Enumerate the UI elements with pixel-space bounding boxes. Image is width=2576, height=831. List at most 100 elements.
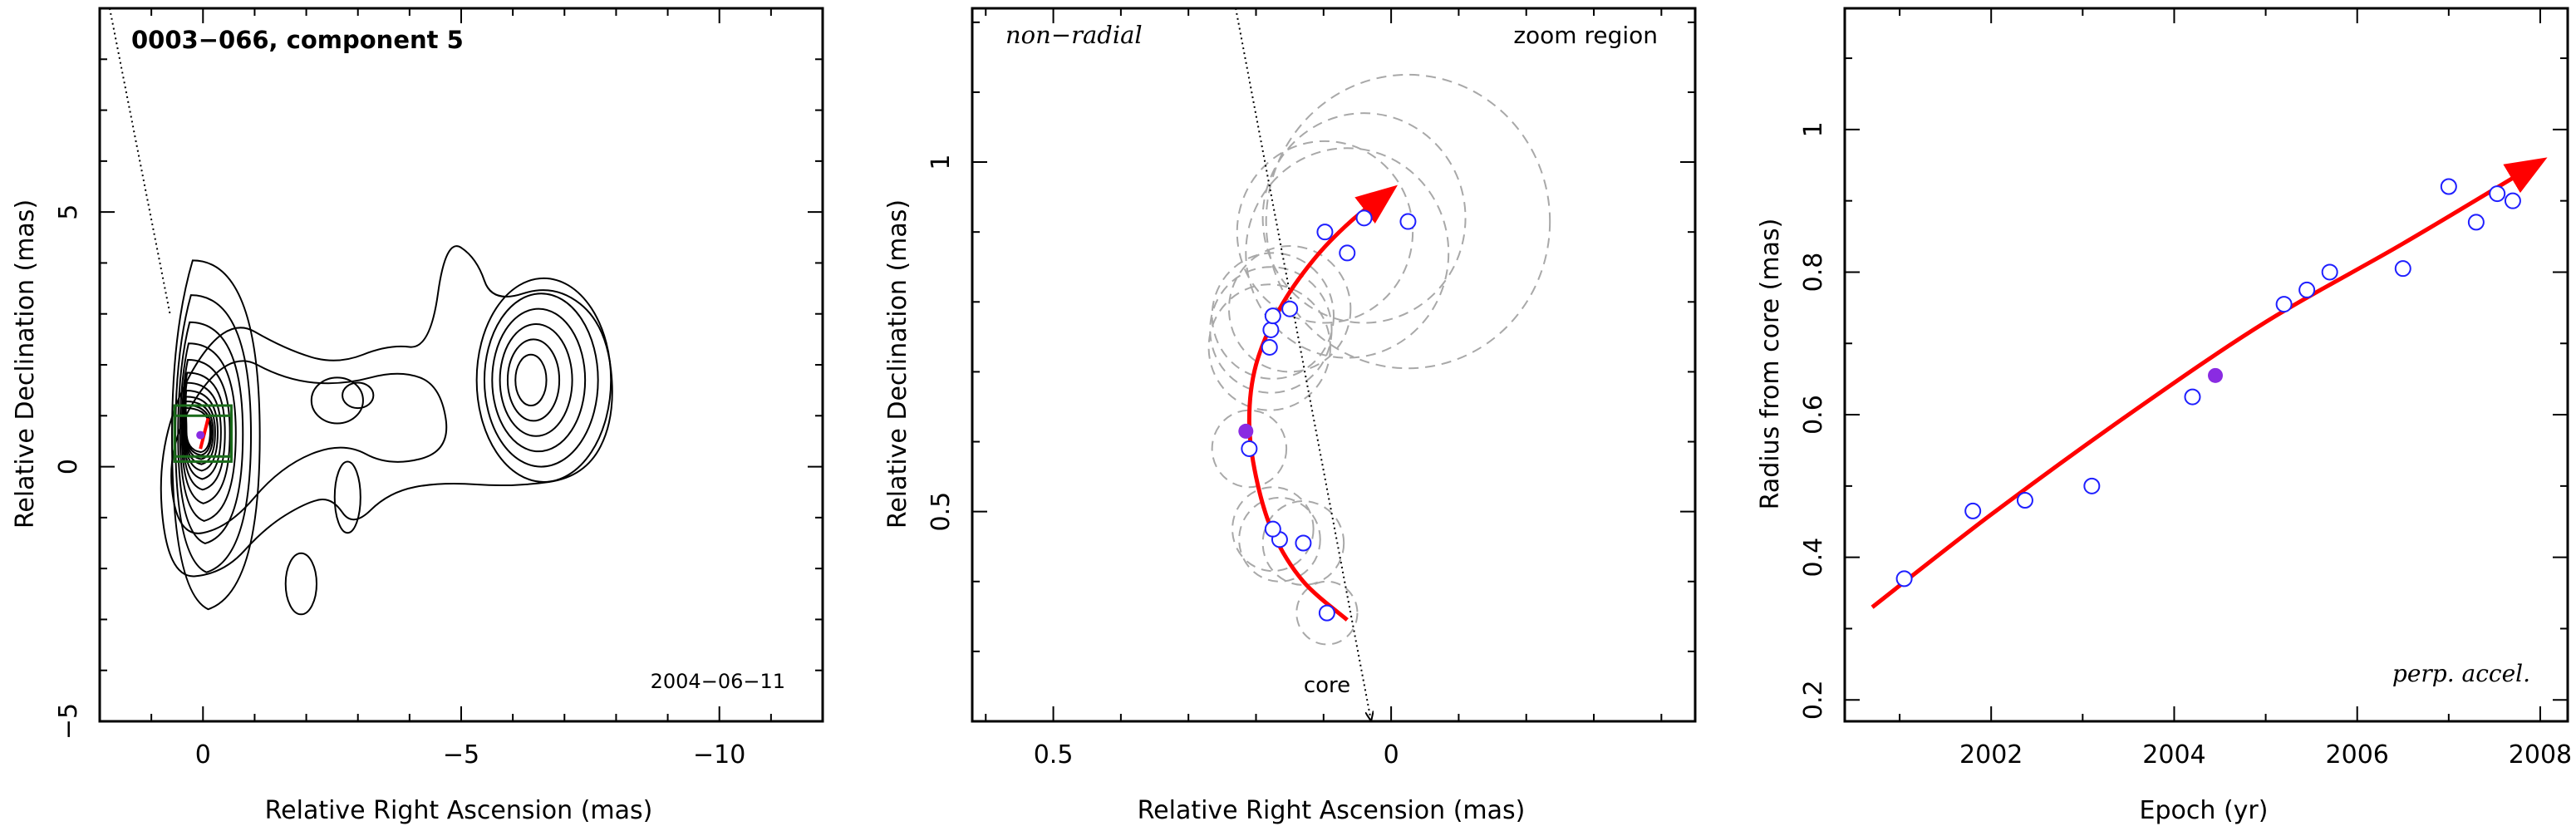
tick-labels: 0 −5 −10 −5 0 5 — [54, 204, 745, 770]
uncertainty-circle — [1211, 252, 1335, 380]
data-point — [2016, 492, 2033, 509]
data-point — [1281, 300, 1299, 317]
y-tick-label: 5 — [54, 204, 83, 220]
uncertainty-circle — [1295, 580, 1359, 646]
uncertainty-circle — [1265, 73, 1551, 370]
knot-contour — [506, 338, 561, 422]
y-axis-label: Relative Declination (mas) — [11, 199, 40, 529]
core-contour — [179, 342, 237, 522]
annotation-non-radial: non−radial — [1005, 21, 1143, 49]
data-point — [1241, 440, 1258, 457]
x-tick-label: 2006 — [2326, 740, 2389, 770]
y-tick-label: 0.5 — [927, 492, 956, 532]
uncertainty-circle — [1227, 245, 1352, 373]
knot-contour — [475, 277, 612, 483]
epoch-point — [196, 430, 205, 440]
axis-ticks — [100, 8, 823, 722]
zoom-box — [173, 414, 233, 458]
core-contour — [170, 259, 261, 611]
trajectory-fit-curve — [1246, 184, 1399, 622]
core-zoom-marker — [173, 404, 233, 463]
knot-contour — [483, 293, 599, 468]
data-point — [1895, 570, 1913, 588]
y-axis-label: Radius from core (mas) — [1756, 219, 1785, 510]
y-tick-label: 0.2 — [1799, 680, 1828, 720]
data-points — [1895, 178, 2521, 588]
y-tick-label: 0.8 — [1799, 253, 1828, 293]
x-axis-label: Epoch (yr) — [2140, 796, 2269, 825]
uncertainty-circle — [1207, 283, 1331, 411]
data-point — [1295, 534, 1312, 552]
data-point — [2504, 192, 2521, 209]
annotation-perp-accel: perp. accel. — [2392, 660, 2530, 687]
x-tick-label: 0.5 — [1034, 740, 1074, 770]
data-point — [1261, 338, 1278, 356]
knot-contour — [499, 322, 573, 437]
data-point — [2275, 296, 2293, 313]
y-tick-label: 0 — [54, 459, 83, 475]
annotation-zoom-region: zoom region — [1513, 22, 1658, 49]
data-point — [1964, 502, 1982, 519]
radius-vs-epoch-panel: 2002 2004 2006 2008 0.2 0.4 0.6 0.8 1 perp. acce… — [1756, 7, 2572, 825]
data-point — [1264, 520, 1281, 538]
jet-contour — [160, 245, 613, 578]
x-tick-label: 2008 — [2509, 740, 2572, 770]
data-point — [1262, 321, 1280, 338]
data-point — [2184, 388, 2201, 406]
uncertainty-circle — [1245, 147, 1450, 359]
x-tick-label: 2002 — [1959, 740, 2023, 770]
uncertainty-circles — [1207, 73, 1551, 646]
plot-frame — [1843, 7, 2569, 723]
data-point — [2083, 477, 2101, 494]
data-point — [1339, 244, 1356, 262]
knot-contour — [284, 552, 318, 616]
knot-contour — [491, 307, 587, 453]
radial-direction-line — [109, 7, 171, 317]
axis-ticks — [972, 8, 1695, 721]
data-point — [2298, 281, 2316, 298]
y-tick-label: 0.6 — [1799, 395, 1828, 435]
data-point — [2489, 185, 2506, 203]
uncertainty-circle — [1261, 500, 1345, 586]
uncertainty-circle — [1238, 496, 1321, 583]
y-axis-label: Relative Declination (mas) — [883, 199, 912, 529]
y-tick-label: −5 — [54, 703, 83, 740]
knot-contour — [514, 353, 548, 407]
x-tick-label: 0 — [1384, 740, 1399, 770]
zoom-region-panel: 0.5 0 0.5 1 non−radial zoom region core Rel… — [883, 7, 1697, 825]
data-point — [1264, 307, 1281, 325]
uncertainty-circle — [1231, 486, 1315, 573]
current-epoch-point — [2208, 367, 2224, 383]
data-point — [1318, 604, 1335, 622]
x-tick-label: −5 — [443, 740, 479, 770]
uncertainty-circle — [1209, 266, 1333, 394]
panel-title: 0003−066, component 5 — [131, 26, 464, 54]
x-tick-label: 0 — [195, 740, 211, 770]
tick-labels: 0.5 0 0.5 1 — [927, 155, 1399, 770]
contour-map-panel: 0 −5 −10 −5 0 5 0003−066, component 5 2004−06… — [11, 7, 824, 825]
y-tick-label: 1 — [927, 155, 956, 170]
x-axis-label: Relative Right Ascension (mas) — [265, 796, 653, 825]
data-point — [1355, 209, 1373, 227]
knot-contour — [310, 376, 364, 425]
axis-ticks — [1845, 8, 2568, 721]
data-point — [2440, 178, 2457, 195]
data-point — [2467, 214, 2485, 231]
radius-fit-line — [1871, 157, 2548, 609]
data-point — [2321, 263, 2338, 281]
x-tick-label: −10 — [693, 740, 745, 770]
data-point — [2394, 260, 2411, 278]
uncertainty-circle — [1236, 140, 1414, 324]
epoch-label: 2004−06−11 — [651, 670, 785, 693]
core-contour — [180, 359, 231, 504]
track-mini — [199, 417, 210, 450]
knot-contour — [333, 460, 361, 534]
data-point — [1399, 213, 1417, 230]
plot-frame — [971, 7, 1697, 723]
uncertainty-circle — [1211, 409, 1288, 489]
knot-contour — [342, 381, 375, 410]
current-epoch-point — [1238, 423, 1254, 439]
x-tick-label: 2004 — [2142, 740, 2205, 770]
uncertainty-circle — [1261, 112, 1467, 324]
annotation-core: core — [1304, 673, 1350, 698]
